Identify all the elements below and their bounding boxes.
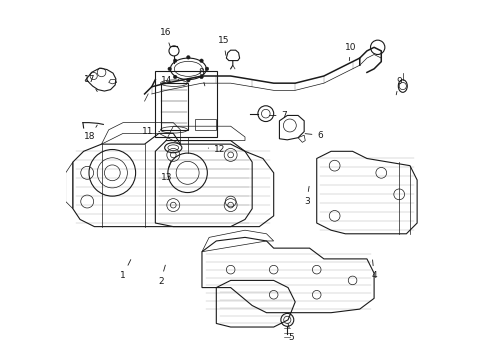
Bar — [155, 71, 218, 137]
Text: 5: 5 — [288, 323, 294, 342]
Circle shape — [173, 75, 177, 79]
Bar — [161, 83, 188, 130]
Circle shape — [200, 59, 203, 63]
Text: 9: 9 — [396, 77, 402, 95]
Text: 4: 4 — [371, 260, 377, 280]
Text: 14: 14 — [161, 76, 179, 85]
Text: 1: 1 — [120, 260, 131, 279]
Circle shape — [168, 67, 172, 71]
Circle shape — [205, 67, 209, 71]
Text: 2: 2 — [158, 265, 165, 285]
Text: 3: 3 — [304, 186, 310, 206]
Text: 17: 17 — [84, 75, 97, 91]
Text: 16: 16 — [160, 28, 171, 48]
Text: 8: 8 — [198, 68, 205, 86]
Circle shape — [187, 78, 190, 82]
Text: 10: 10 — [345, 43, 357, 61]
Text: 6: 6 — [305, 131, 323, 140]
Circle shape — [187, 55, 190, 59]
Text: 13: 13 — [161, 161, 172, 182]
Circle shape — [173, 59, 177, 63]
Text: 7: 7 — [270, 111, 287, 120]
Text: 18: 18 — [84, 125, 97, 141]
Text: 12: 12 — [208, 145, 225, 154]
Text: 11: 11 — [142, 127, 160, 136]
Text: 15: 15 — [218, 36, 229, 55]
Circle shape — [200, 75, 203, 79]
